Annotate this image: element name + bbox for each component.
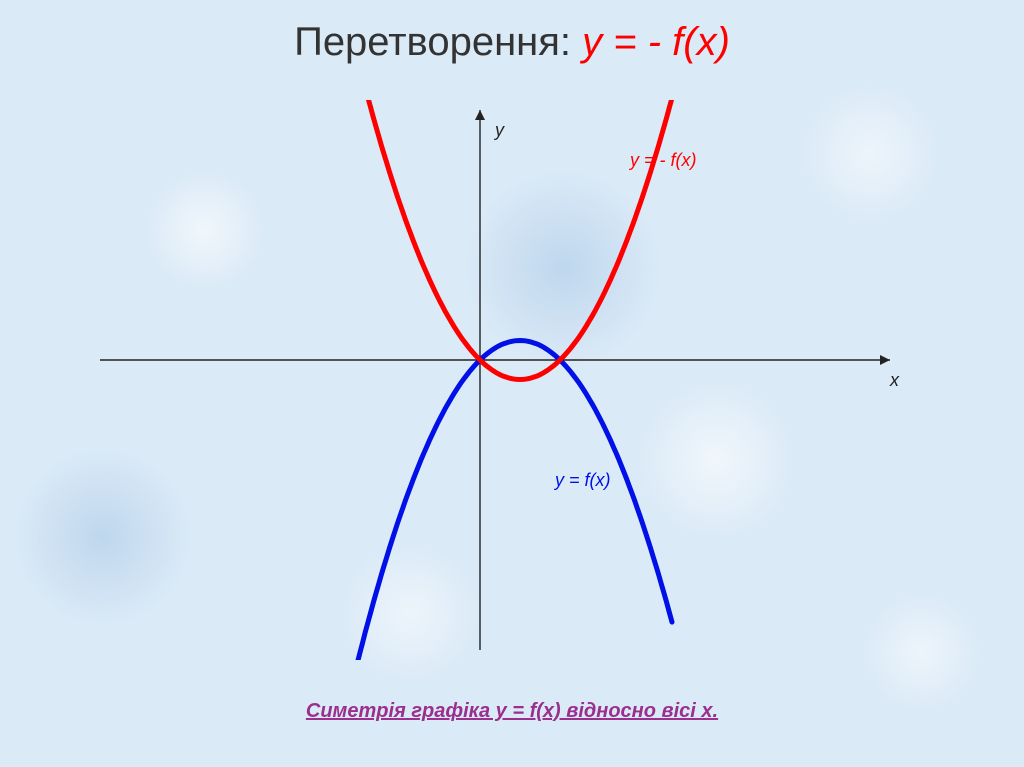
- title-prefix: Перетворення:: [294, 20, 582, 64]
- curve-fx: [352, 341, 672, 661]
- y-axis-label: y: [495, 120, 504, 141]
- chart: [90, 100, 910, 660]
- x-axis-label: x: [890, 370, 899, 391]
- title-formula: y = - f(x): [582, 20, 730, 64]
- curve-negfx: [360, 100, 672, 380]
- curve-label-negfx: y = - f(x): [630, 150, 697, 171]
- page-title: Перетворення: y = - f(x): [0, 20, 1024, 65]
- curve-label-fx: y = f(x): [555, 470, 611, 491]
- caption: Симетрія графіка y = f(x) відносно вісі …: [0, 700, 1024, 723]
